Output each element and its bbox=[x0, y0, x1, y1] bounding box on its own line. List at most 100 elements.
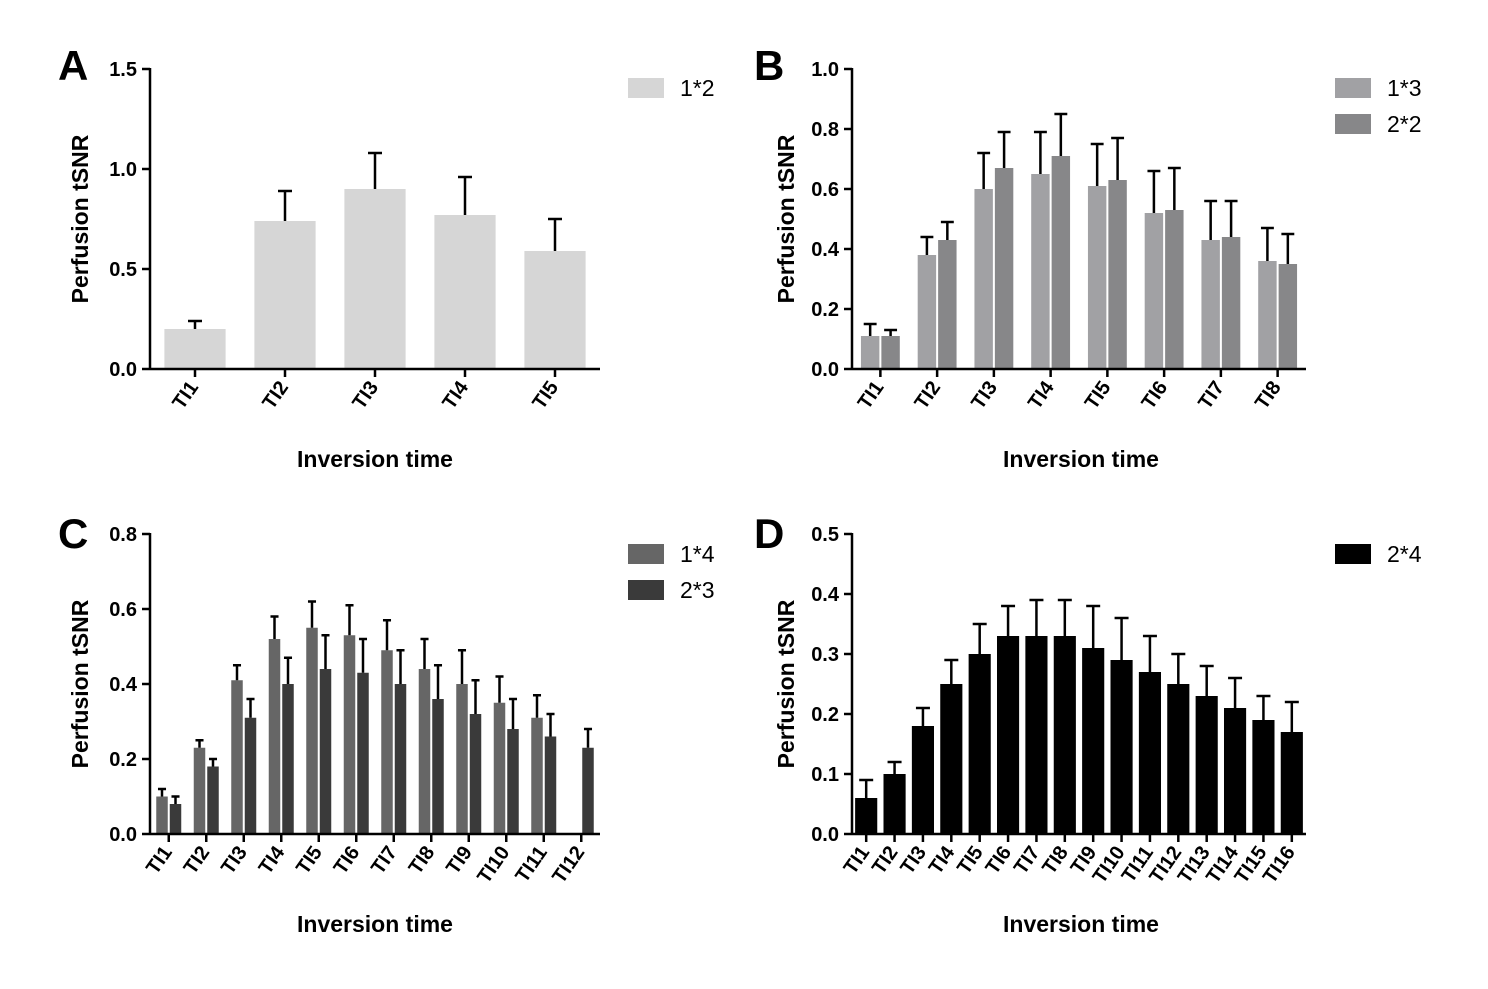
y-tick-label: 0.6 bbox=[811, 179, 839, 201]
bar-1*3-TI1 bbox=[860, 336, 880, 369]
y-axis-title: Perfusion tSNR bbox=[773, 134, 799, 303]
bar-2*2-TI8 bbox=[1278, 264, 1298, 369]
y-tick-label: 0.4 bbox=[109, 674, 138, 696]
bar-1*3-TI3 bbox=[974, 189, 993, 369]
chart-panel-b: B Perfusion tSNR Inversion time 0.0 0.2 0.4 0.… bbox=[754, 42, 1422, 472]
bar-2*2-TI4 bbox=[1051, 156, 1071, 369]
bar-1*2-TI2 bbox=[254, 221, 316, 369]
bar-2*3-TI6 bbox=[357, 672, 369, 834]
x-tick-label: TI5 bbox=[1081, 377, 1116, 413]
x-axis-title: Inversion time bbox=[297, 911, 453, 937]
y-tick-label: 0.6 bbox=[109, 599, 137, 621]
x-tick-label: TI2 bbox=[258, 377, 293, 413]
x-tick-label: TI16 bbox=[1259, 842, 1300, 887]
x-tick-label: TI2 bbox=[911, 377, 946, 413]
bar-1*2-TI1 bbox=[164, 329, 226, 369]
bar-2*2-TI3 bbox=[994, 168, 1014, 369]
y-tick-label: 0.8 bbox=[109, 524, 137, 546]
x-tick-label: TI9 bbox=[442, 842, 477, 878]
y-axis-title: Perfusion tSNR bbox=[67, 134, 93, 303]
y-tick-label: 0.4 bbox=[811, 584, 840, 606]
x-axis-title: Inversion time bbox=[297, 446, 453, 472]
bar-1*2-TI5 bbox=[524, 251, 586, 369]
x-tick-label: TI3 bbox=[967, 377, 1002, 413]
x-axis-title: Inversion time bbox=[1003, 911, 1159, 937]
x-tick-label: TI1 bbox=[142, 842, 177, 878]
bar-1*4-TI2 bbox=[193, 747, 206, 834]
y-axis-title: Perfusion tSNR bbox=[773, 599, 799, 768]
x-tick-label: TI10 bbox=[473, 842, 514, 887]
x-tick-label: TI6 bbox=[1138, 377, 1173, 413]
bar-2*3-TI11 bbox=[544, 736, 557, 834]
bar-1*4-TI4 bbox=[268, 639, 281, 834]
bar-2*4-TI10 bbox=[1110, 660, 1133, 834]
bar-2*4-TI16 bbox=[1280, 732, 1303, 834]
x-tick-label: TI8 bbox=[405, 842, 440, 878]
bar-2*4-TI12 bbox=[1167, 684, 1190, 834]
bar-2*2-TI1 bbox=[881, 336, 900, 369]
x-tick-label: TI7 bbox=[367, 842, 402, 878]
y-tick-label: 0.2 bbox=[811, 299, 839, 321]
bar-1*3-TI2 bbox=[917, 255, 937, 369]
y-tick-label: 1.5 bbox=[109, 59, 137, 81]
x-tick-label: TI3 bbox=[896, 842, 931, 878]
x-tick-label: TI8 bbox=[1251, 377, 1286, 413]
y-tick-label: 1.0 bbox=[109, 159, 137, 181]
bar-1*4-TI3 bbox=[231, 680, 243, 834]
legend-swatch bbox=[1335, 114, 1371, 134]
x-tick-label: TI5 bbox=[528, 377, 563, 413]
chart-panel-a: A Perfusion tSNR Inversion time 0.0 0.5 1.0 1.… bbox=[58, 42, 715, 472]
chart-panel-d: D Perfusion tSNR Inversion time 0.0 0.1 0.2 0.… bbox=[754, 510, 1422, 937]
bar-2*4-TI15 bbox=[1252, 720, 1275, 834]
x-tick-label: TI4 bbox=[255, 842, 290, 879]
bar-2*4-TI8 bbox=[1053, 636, 1076, 834]
legend-label: 1*3 bbox=[1387, 75, 1422, 101]
y-tick-label: 0.5 bbox=[811, 524, 839, 546]
x-tick-label: TI6 bbox=[982, 842, 1017, 878]
bar-2*4-TI1 bbox=[855, 798, 878, 834]
bar-2*4-TI11 bbox=[1138, 672, 1162, 834]
x-tick-label: TI3 bbox=[348, 377, 383, 413]
bar-1*3-TI4 bbox=[1031, 174, 1050, 369]
bar-1*4-TI11 bbox=[531, 717, 543, 834]
x-tick-label: TI6 bbox=[330, 842, 365, 878]
bar-1*4-TI1 bbox=[156, 796, 168, 834]
bar-2*4-TI14 bbox=[1223, 708, 1247, 834]
x-tick-label: TI4 bbox=[438, 377, 473, 414]
legend-swatch bbox=[1335, 78, 1371, 98]
x-tick-label: TI1 bbox=[168, 377, 203, 413]
bar-2*3-TI7 bbox=[394, 684, 407, 834]
bar-2*3-TI8 bbox=[432, 699, 444, 834]
y-tick-label: 0.4 bbox=[811, 239, 840, 261]
panel-letter: A bbox=[58, 42, 88, 89]
bar-2*3-TI1 bbox=[169, 804, 182, 834]
bar-2*3-TI12 bbox=[582, 747, 594, 834]
bar-1*4-TI6 bbox=[343, 635, 356, 834]
x-tick-label: TI2 bbox=[868, 842, 903, 878]
bar-2*4-TI7 bbox=[1025, 636, 1048, 834]
bar-2*4-TI4 bbox=[940, 684, 963, 834]
y-axis-title: Perfusion tSNR bbox=[67, 599, 93, 768]
bar-1*4-TI9 bbox=[456, 684, 468, 834]
bar-1*4-TI8 bbox=[418, 669, 431, 834]
legend-label: 1*4 bbox=[680, 541, 715, 567]
bar-2*3-TI3 bbox=[244, 717, 257, 834]
bar-1*4-TI7 bbox=[381, 650, 393, 834]
panel-letter: B bbox=[754, 42, 784, 89]
bar-2*4-TI5 bbox=[968, 654, 991, 834]
bar-2*2-TI2 bbox=[938, 240, 957, 369]
x-tick-label: TI12 bbox=[548, 842, 589, 887]
y-tick-label: 0.0 bbox=[811, 359, 839, 381]
y-tick-label: 0.1 bbox=[811, 764, 839, 786]
bar-1*2-TI4 bbox=[434, 215, 496, 369]
legend-swatch bbox=[628, 544, 664, 564]
bar-2*3-TI5 bbox=[319, 669, 332, 834]
panel-letter: D bbox=[754, 510, 784, 557]
bar-2*2-TI5 bbox=[1108, 180, 1127, 369]
x-axis-title: Inversion time bbox=[1003, 446, 1159, 472]
legend-label: 2*2 bbox=[1387, 111, 1422, 137]
y-tick-label: 0.2 bbox=[109, 749, 137, 771]
x-tick-label: TI1 bbox=[854, 377, 889, 413]
y-tick-label: 0.8 bbox=[811, 119, 839, 141]
